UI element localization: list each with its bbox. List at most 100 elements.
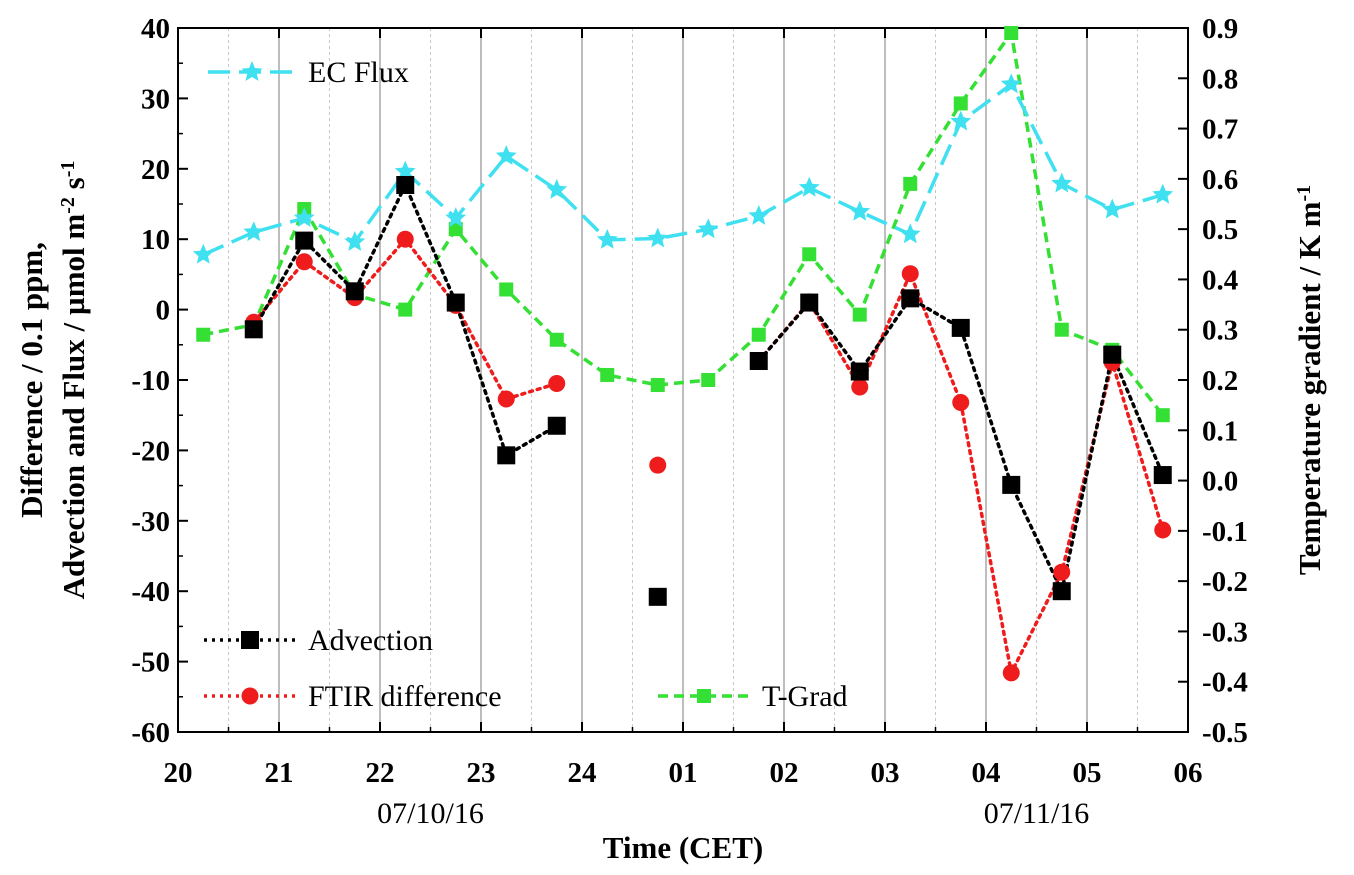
data-point-ftir-difference [851, 379, 868, 396]
data-point-ftir-difference [1053, 564, 1070, 581]
data-point-ftir-difference [1003, 664, 1020, 681]
left-y-axis-title-line2: Advection and Flux / µmol m-2 s-1 [56, 161, 91, 600]
data-point-ec-flux [1152, 184, 1173, 204]
data-point-ftir-difference [952, 394, 969, 411]
data-point-advection [952, 319, 970, 337]
left-y-axis-title-part1: Advection and Flux / µmol m [56, 214, 91, 600]
right-tick-label: 0.4 [1202, 264, 1238, 296]
data-point-advection [1002, 476, 1020, 494]
data-point-advection [396, 176, 414, 194]
data-point-ec-flux [193, 244, 214, 264]
data-point-advection [1103, 346, 1121, 364]
left-y-axis-title-sup2: -1 [57, 161, 79, 178]
data-point-ec-flux [243, 221, 264, 241]
data-point-advection [800, 294, 818, 312]
legend-marker-ftir-difference [242, 688, 259, 705]
data-point-ec-flux [1102, 199, 1123, 219]
data-point-advection [1154, 466, 1172, 484]
data-point-advection [346, 282, 364, 300]
data-point-advection [649, 588, 667, 606]
data-point-t-grad [802, 247, 816, 261]
left-tick-label: -60 [131, 717, 170, 749]
left-tick-label: 30 [141, 83, 170, 115]
x-tick-label: 02 [770, 757, 799, 789]
left-tick-label: 20 [141, 154, 170, 186]
x-axis-title: Time (CET) [603, 830, 763, 865]
data-point-ec-flux [1051, 173, 1072, 193]
data-point-t-grad [853, 308, 867, 322]
x-tick-label: 20 [164, 757, 193, 789]
legend-marker-ec-flux [242, 61, 263, 81]
data-point-t-grad [1156, 408, 1170, 422]
data-point-t-grad [600, 368, 614, 382]
data-point-advection [447, 294, 465, 312]
data-point-ftir-difference [902, 265, 919, 282]
data-point-ec-flux [900, 223, 921, 243]
left-y-axis: -60 -50 -40 -30 -20 -10 0 10 20 30 40 [131, 13, 188, 749]
left-tick-label: -10 [131, 365, 170, 397]
data-point-advection [295, 232, 313, 250]
right-tick-label: 0.6 [1202, 164, 1238, 196]
right-tick-label: 0.0 [1202, 466, 1238, 498]
left-y-axis-title-part2: s [56, 177, 91, 197]
left-tick-label: -20 [131, 435, 170, 467]
data-point-ec-flux [597, 229, 618, 249]
data-point-t-grad [903, 177, 917, 191]
data-point-advection [548, 417, 566, 435]
x-tick-label: 21 [265, 757, 294, 789]
data-point-advection [851, 363, 869, 381]
legend-label-advection: Advection [308, 624, 433, 657]
legend-layer: EC Flux Advection FTIR difference T-Grad [204, 56, 848, 713]
legend-marker-t-grad [697, 689, 711, 703]
data-point-t-grad [499, 282, 513, 296]
right-y-axis-title-part1: Temperature gradient / K m [1292, 201, 1327, 575]
left-tick-label: 0 [156, 295, 171, 327]
x-tick-label: 04 [972, 757, 1001, 789]
x-tick-label: 03 [871, 757, 900, 789]
date-label: 07/10/16 [377, 797, 484, 830]
right-tick-label: 0.2 [1202, 365, 1238, 397]
data-point-advection [245, 320, 263, 338]
data-point-ec-flux [647, 228, 668, 248]
data-point-t-grad [701, 373, 715, 387]
data-point-ec-flux [748, 205, 769, 225]
data-point-t-grad [1055, 323, 1069, 337]
legend-label-ec-flux: EC Flux [308, 56, 409, 89]
data-point-ec-flux [849, 201, 870, 221]
data-point-t-grad [651, 378, 665, 392]
x-tick-label: 01 [669, 757, 698, 789]
data-point-t-grad [550, 333, 564, 347]
right-tick-label: 0.8 [1202, 63, 1238, 95]
data-point-ftir-difference [498, 391, 515, 408]
right-tick-label: 0.1 [1202, 415, 1238, 447]
left-tick-label: -50 [131, 647, 170, 679]
right-y-axis-title: Temperature gradient / K m-1 [1292, 185, 1327, 575]
right-tick-label: 0.3 [1202, 315, 1238, 347]
data-point-t-grad [398, 303, 412, 317]
left-tick-label: -40 [131, 576, 170, 608]
x-tick-label: 22 [366, 757, 395, 789]
data-point-advection [497, 446, 515, 464]
data-point-t-grad [752, 328, 766, 342]
legend-marker-advection [241, 631, 259, 649]
right-tick-label: -0.3 [1202, 616, 1248, 648]
x-tick-label: 24 [568, 757, 597, 789]
legend-label-ftir-difference: FTIR difference [308, 680, 502, 713]
right-tick-label: -0.2 [1202, 566, 1248, 598]
left-tick-label: -30 [131, 506, 170, 538]
right-tick-label: -0.4 [1202, 667, 1248, 699]
left-y-axis-title-line1: Difference / 0.1 ppm, [14, 242, 49, 518]
left-tick-label: 10 [141, 224, 170, 256]
x-tick-label: 23 [467, 757, 496, 789]
date-label: 07/11/16 [984, 797, 1090, 830]
right-y-axis-title-sup: -1 [1293, 185, 1315, 202]
right-tick-label: 0.5 [1202, 214, 1238, 246]
right-tick-label: 0.7 [1202, 114, 1238, 146]
data-point-t-grad [1004, 26, 1018, 40]
right-tick-label: -0.1 [1202, 516, 1248, 548]
x-tick-label: 05 [1073, 757, 1102, 789]
data-point-ec-flux [698, 218, 719, 238]
data-point-advection [750, 352, 768, 370]
